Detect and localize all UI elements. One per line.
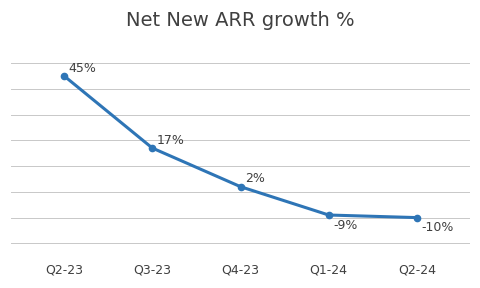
Text: 2%: 2% [244,173,264,185]
Title: Net New ARR growth %: Net New ARR growth % [126,11,354,30]
Text: -9%: -9% [333,219,357,232]
Text: -10%: -10% [420,221,453,234]
Text: 45%: 45% [68,62,96,75]
Text: 17%: 17% [156,134,184,147]
